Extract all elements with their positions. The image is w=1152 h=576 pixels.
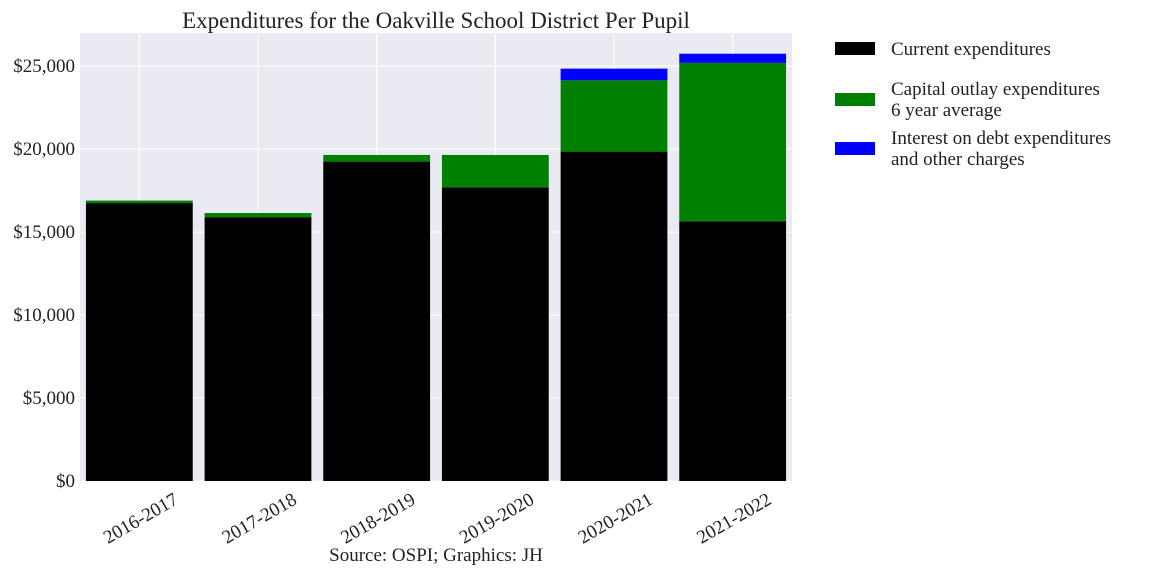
bar-2021-2022-series-0 [679, 221, 787, 481]
x-tick-label: 2019-2020 [456, 489, 538, 548]
bar-2021-2022-series-1 [679, 62, 787, 222]
bar-2016-2017-series-0 [85, 203, 193, 481]
bar-2020-2021-series-1 [560, 80, 668, 152]
legend-label-series-2: and other charges [891, 149, 1025, 170]
legend: Current expenditures Capital outlay expen… [835, 39, 1111, 170]
bar-2016-2017-series-1 [85, 200, 193, 204]
source-note: Source: OSPI; Graphics: JH [329, 545, 543, 566]
bar-2017-2018-series-0 [204, 217, 312, 481]
chart-title: Expenditures for the Oakville School Dis… [182, 8, 690, 33]
bar-2021-2022-series-2 [679, 53, 787, 63]
y-tick-label: $15,000 [13, 222, 75, 243]
x-tick-label: 2016-2017 [100, 489, 182, 548]
y-tick-label: $25,000 [13, 56, 75, 77]
bar-2017-2018-series-1 [204, 213, 312, 218]
legend-swatch-series-0 [835, 42, 875, 55]
legend-swatch-series-2 [835, 142, 875, 155]
y-tick-label: $5,000 [23, 388, 75, 409]
plot-area [80, 33, 792, 481]
y-tick-label: $0 [56, 471, 75, 492]
bars [85, 53, 787, 482]
bar-2019-2020-series-1 [441, 154, 549, 188]
y-tick-label: $20,000 [13, 139, 75, 160]
x-tick-label: 2021-2022 [693, 489, 775, 548]
bar-2020-2021-series-0 [560, 151, 668, 482]
x-tick-label: 2018-2019 [337, 489, 419, 548]
legend-label-series-1: Capital outlay expenditures [891, 79, 1100, 100]
legend-label-series-2: Interest on debt expenditures [891, 128, 1111, 149]
legend-label-series-0: Current expenditures [891, 39, 1051, 60]
bar-2020-2021-series-2 [560, 68, 668, 81]
x-tick-label: 2020-2021 [575, 489, 657, 548]
y-tick-label: $10,000 [13, 305, 75, 326]
bar-2018-2019-series-0 [323, 161, 431, 481]
x-axis-ticks: 2016-2017 2017-2018 2018-2019 2019-2020 2020… [100, 489, 775, 548]
legend-swatch-series-1 [835, 93, 875, 106]
x-tick-label: 2017-2018 [219, 489, 301, 548]
legend-label-series-1: 6 year average [891, 100, 1002, 121]
bar-2018-2019-series-1 [323, 154, 431, 162]
y-axis-ticks: $0 $5,000 $10,000 $15,000 $20,000 $25,000 [13, 56, 75, 492]
bar-2019-2020-series-0 [441, 187, 549, 482]
